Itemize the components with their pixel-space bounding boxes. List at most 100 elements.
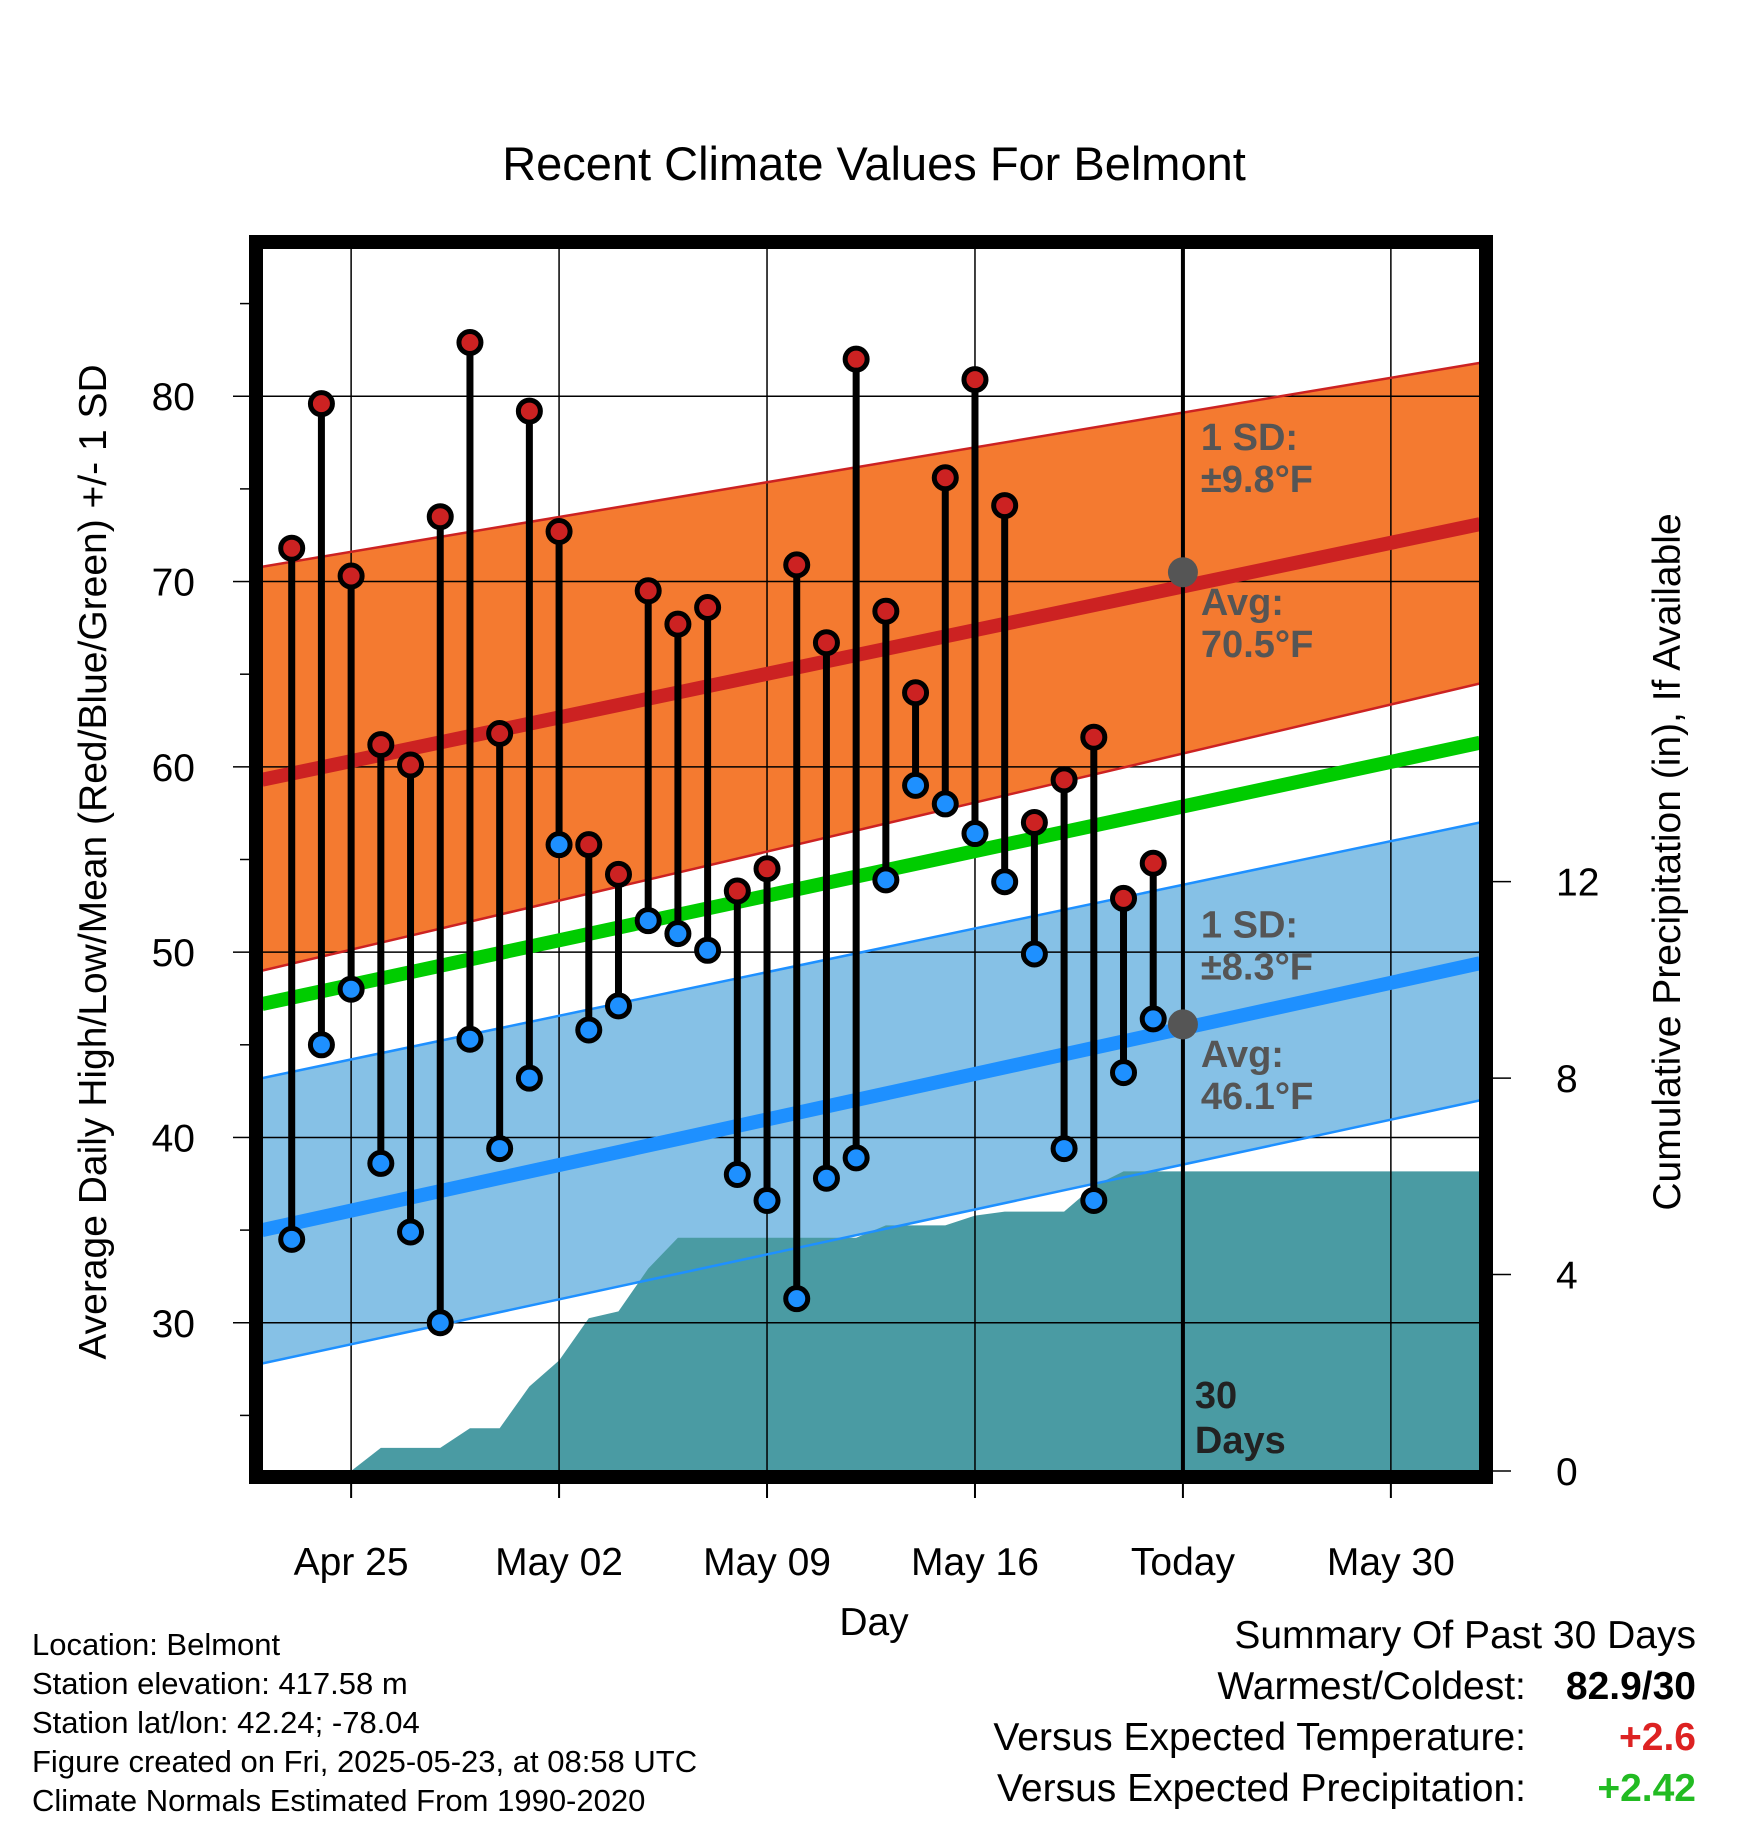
daily-high-point — [664, 610, 692, 638]
daily-low-point — [515, 1064, 543, 1092]
y-tick-label-right: 8 — [1556, 1058, 1578, 1101]
daily-low-point — [1139, 1005, 1167, 1033]
high-sd-annotation: ±9.8°F — [1201, 459, 1313, 501]
summary-title: Summary Of Past 30 Days — [1234, 1614, 1696, 1657]
daily-low-point — [991, 868, 1019, 896]
daily-low-point — [456, 1025, 484, 1053]
daily-high-point — [961, 366, 989, 394]
y-tick-label-left: 30 — [152, 1303, 195, 1346]
summary-temp-label: Versus Expected Temperature: — [993, 1716, 1526, 1759]
summary-warmest-label: Warmest/Coldest: — [1217, 1665, 1526, 1708]
daily-low-point — [278, 1225, 306, 1253]
daily-high-point — [694, 593, 722, 621]
summary-precip-label: Versus Expected Precipitation: — [997, 1767, 1526, 1810]
y-tick-label-right: 4 — [1556, 1255, 1578, 1298]
info-created: Figure created on Fri, 2025-05-23, at 08… — [32, 1744, 698, 1779]
low-avg-annotation: Avg: — [1201, 1034, 1284, 1076]
x-tick-label: May 30 — [1327, 1541, 1455, 1584]
daily-low-point — [664, 920, 692, 948]
daily-low-point — [1080, 1186, 1108, 1214]
low-sd-lower-line — [262, 1099, 1480, 1365]
daily-high-point — [783, 551, 811, 579]
y-axis-label-right: Cumulative Precipitation (in), If Availa… — [1646, 513, 1689, 1210]
station-info: Location: Belmont Station elevation: 417… — [32, 1625, 697, 1820]
daily-low-point — [931, 790, 959, 818]
high-avg-marker — [1167, 557, 1198, 588]
info-elevation: Station elevation: 417.58 m — [32, 1666, 408, 1701]
daily-high-point — [278, 534, 306, 562]
low-avg-marker — [1167, 1009, 1198, 1040]
x-tick-label: May 02 — [495, 1541, 623, 1584]
plot-frame — [249, 235, 1493, 1484]
daily-high-point — [931, 464, 959, 492]
daily-low-point — [337, 975, 365, 1003]
daily-low-point — [575, 1016, 603, 1044]
summary-temp-row: Versus Expected Temperature: +2.6 — [796, 1712, 1696, 1763]
high-sd-band — [262, 362, 1480, 971]
daily-low-point — [961, 820, 989, 848]
daily-low-point — [367, 1149, 395, 1177]
x-tick-label: Today — [1131, 1541, 1236, 1584]
daily-high-point — [634, 577, 662, 605]
daily-high-point — [872, 597, 900, 625]
high-avg-line — [262, 517, 1480, 787]
low-sd-annotation: 1 SD: — [1201, 904, 1298, 946]
y-tick-label-left: 40 — [152, 1117, 195, 1160]
info-latlon: Station lat/lon: 42.24; -78.04 — [32, 1705, 420, 1740]
daily-high-point — [604, 860, 632, 888]
daily-high-point — [991, 492, 1019, 520]
daily-low-point — [486, 1135, 514, 1163]
daily-high-point — [426, 503, 454, 531]
y-tick-label-right: 0 — [1556, 1451, 1578, 1494]
daily-low-point — [426, 1309, 454, 1337]
daily-low-point — [397, 1218, 425, 1246]
high-sd-annotation: 1 SD: — [1201, 417, 1298, 459]
low-avg-line — [262, 956, 1480, 1237]
mean-normal-line — [262, 735, 1480, 1011]
daily-high-point — [753, 855, 781, 883]
daily-low-point — [723, 1161, 751, 1189]
x-tick-label: May 16 — [911, 1541, 1039, 1584]
high-avg-annotation: Avg: — [1201, 582, 1284, 624]
daily-low-point — [604, 992, 632, 1020]
precip-area — [351, 1171, 1480, 1471]
today-days-label: Days — [1195, 1420, 1286, 1462]
high-avg-annotation: 70.5°F — [1201, 624, 1313, 666]
summary-title-row: Summary Of Past 30 Days — [796, 1610, 1696, 1661]
summary-warmest-value: 82.9/30 — [1565, 1665, 1696, 1708]
daily-low-point — [783, 1285, 811, 1313]
daily-low-point — [842, 1144, 870, 1172]
summary-precip-value: +2.42 — [1597, 1767, 1696, 1810]
x-tick-label: May 09 — [703, 1541, 831, 1584]
daily-low-point — [1050, 1135, 1078, 1163]
daily-high-point — [486, 719, 514, 747]
chart-title: Recent Climate Values For Belmont — [502, 137, 1246, 190]
daily-high-point — [367, 731, 395, 759]
daily-low-point — [812, 1164, 840, 1192]
daily-high-point — [1080, 723, 1108, 751]
summary-temp-value: +2.6 — [1619, 1716, 1696, 1759]
summary-panel: Summary Of Past 30 Days Warmest/Coldest:… — [796, 1610, 1696, 1814]
daily-high-point — [337, 562, 365, 590]
y-tick-label-left: 70 — [152, 562, 195, 605]
daily-low-point — [902, 771, 930, 799]
x-axis-label: Day — [839, 1601, 909, 1644]
low-avg-annotation: 46.1°F — [1201, 1076, 1313, 1118]
daily-high-point — [307, 390, 335, 418]
high-sd-lower-line — [262, 682, 1480, 972]
daily-high-point — [1139, 849, 1167, 877]
daily-high-point — [515, 397, 543, 425]
daily-high-point — [545, 518, 573, 546]
x-tick-label: Apr 25 — [294, 1541, 409, 1584]
daily-low-point — [1110, 1059, 1138, 1087]
summary-precip-row: Versus Expected Precipitation: +2.42 — [796, 1763, 1696, 1814]
daily-low-point — [307, 1031, 335, 1059]
y-tick-label-right: 12 — [1556, 862, 1599, 905]
daily-high-point — [1110, 884, 1138, 912]
high-sd-upper-line — [262, 361, 1480, 568]
daily-high-point — [397, 751, 425, 779]
daily-high-point — [456, 329, 484, 357]
daily-high-point — [842, 345, 870, 373]
y-tick-label-left: 50 — [152, 932, 195, 975]
